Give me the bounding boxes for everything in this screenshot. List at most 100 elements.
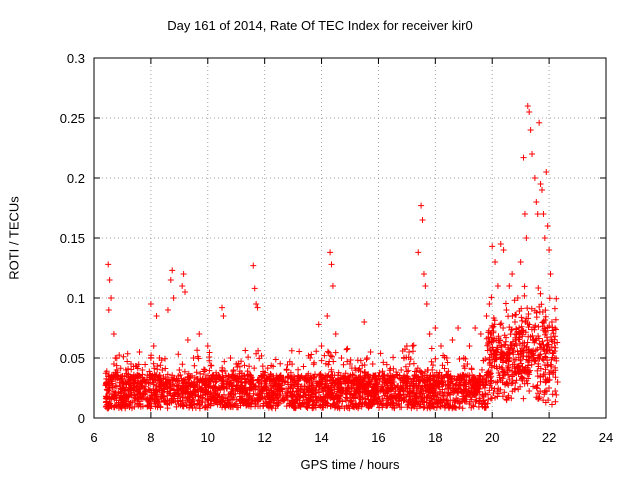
x-tick-label: 22 (542, 430, 556, 445)
data-point (389, 373, 396, 379)
data-point (227, 355, 234, 361)
data-point (537, 181, 544, 187)
y-tick-label: 0.25 (60, 111, 85, 126)
data-point (497, 241, 504, 247)
data-point (403, 343, 410, 349)
data-point (426, 331, 433, 337)
data-point (196, 331, 203, 337)
data-point (103, 379, 110, 385)
data-point (420, 271, 427, 277)
data-point (539, 187, 545, 193)
data-point (106, 277, 113, 283)
data-point (250, 262, 257, 269)
data-point (486, 301, 493, 307)
data-point (541, 235, 548, 241)
data-point (153, 313, 160, 319)
data-point (534, 211, 541, 217)
data-point (180, 271, 187, 277)
y-tick-label: 0.3 (67, 51, 85, 66)
data-point (554, 379, 561, 385)
data-point (105, 307, 112, 313)
data-point (548, 319, 555, 325)
data-point (422, 283, 429, 289)
data-point (503, 307, 510, 313)
dense-point-band (102, 283, 561, 412)
data-point (375, 373, 382, 379)
data-point (529, 151, 536, 157)
data-point (506, 283, 513, 289)
data-point (170, 295, 177, 301)
data-point (438, 343, 445, 349)
x-tick-label: 8 (147, 430, 154, 445)
data-point (251, 285, 258, 292)
data-point (472, 325, 479, 331)
y-tick-label: 0.1 (67, 291, 85, 306)
data-point (113, 367, 120, 373)
data-point (105, 261, 112, 268)
data-point (238, 379, 245, 385)
data-point (423, 301, 430, 307)
data-points (102, 103, 561, 412)
data-point (494, 283, 501, 289)
y-axis-ticks: 0 0.05 0.1 0.15 0.2 0.25 0.3 (60, 51, 606, 426)
data-point (509, 271, 516, 277)
data-point (460, 355, 467, 361)
data-point (409, 343, 416, 349)
data-point (526, 109, 533, 115)
data-point (415, 249, 422, 256)
data-point (119, 373, 126, 379)
data-point (110, 331, 117, 337)
data-point (136, 349, 143, 355)
data-point (338, 355, 345, 361)
data-point (520, 154, 527, 161)
data-point (514, 295, 521, 301)
data-point (536, 119, 543, 126)
data-point (164, 307, 171, 313)
data-point (329, 283, 336, 289)
data-point (321, 352, 328, 359)
data-point (127, 361, 134, 367)
data-point (298, 373, 305, 379)
x-tick-label: 20 (485, 430, 499, 445)
data-point (328, 261, 335, 268)
y-tick-label: 0.05 (60, 351, 85, 366)
data-point (533, 199, 540, 205)
data-point (219, 304, 225, 311)
data-point (483, 313, 490, 319)
data-point (324, 313, 331, 319)
y-tick-label: 0 (78, 411, 85, 426)
data-point (492, 259, 499, 265)
data-point (523, 235, 530, 241)
y-tick-label: 0.2 (67, 171, 85, 186)
data-point (210, 373, 217, 379)
data-point (315, 321, 322, 328)
data-point (449, 337, 456, 343)
data-point (406, 361, 413, 367)
data-point (383, 379, 390, 385)
data-point (455, 325, 462, 331)
y-tick-label: 0.15 (60, 231, 85, 246)
data-point (527, 127, 534, 133)
data-point (418, 202, 425, 209)
x-tick-label: 16 (371, 430, 385, 445)
data-point (432, 325, 439, 331)
data-point (179, 283, 186, 289)
data-point (108, 295, 115, 301)
data-point (547, 271, 554, 277)
data-point (466, 343, 473, 349)
x-axis-label: GPS time / hours (300, 457, 400, 472)
x-axis-ticks: 6 8 10 12 14 16 18 20 22 24 (90, 58, 613, 445)
data-point (517, 259, 524, 265)
data-point (204, 343, 211, 349)
x-tick-label: 14 (314, 430, 328, 445)
data-point (332, 331, 339, 337)
data-point (327, 249, 334, 256)
data-point (176, 367, 183, 373)
data-point (253, 301, 260, 307)
data-point (307, 355, 314, 361)
data-point (347, 361, 353, 367)
data-point (500, 247, 507, 253)
data-point (489, 243, 496, 250)
x-tick-label: 6 (90, 430, 97, 445)
